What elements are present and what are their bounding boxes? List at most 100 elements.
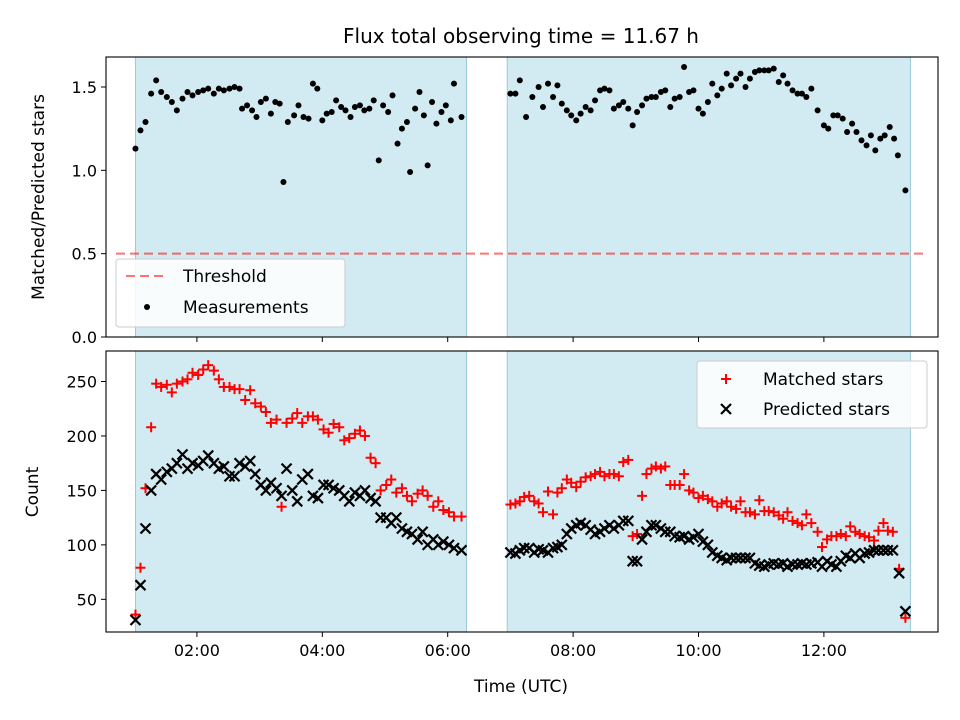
predicted-star-point (161, 466, 173, 478)
measurement-point (447, 117, 454, 124)
measurement-point (545, 80, 552, 87)
measurement-point (814, 107, 821, 114)
measurement-point (718, 85, 725, 92)
matched-star-point (538, 507, 549, 518)
matched-star-point (250, 398, 261, 409)
measurement-point (236, 85, 243, 92)
matched-star-point (354, 425, 365, 436)
x-tick-label: 10:00 (675, 641, 721, 660)
measurement-point (629, 122, 636, 129)
measurement-point (389, 92, 396, 99)
predicted-star-point (893, 567, 905, 579)
matched-star-point (882, 525, 893, 536)
legend-predicted-label: Predicted stars (763, 400, 890, 420)
measurement-point (458, 114, 465, 120)
measurement-point (200, 87, 207, 94)
measurement-point (834, 112, 841, 119)
observing-interval-shade (506, 56, 911, 338)
predicted-star-point (155, 473, 167, 486)
measurement-point (723, 70, 730, 77)
count-x-ticks: 02:00 04:00 06:00 08:00 10:00 12:00 (174, 632, 847, 660)
measurement-point (257, 99, 264, 105)
predicted-star-point (249, 468, 261, 480)
predicted-star-point (626, 555, 639, 567)
measurement-point (794, 90, 801, 97)
predicted-star-point (687, 531, 700, 544)
predicted-star-point (622, 515, 635, 527)
measurement-point (210, 90, 217, 97)
predicted-star-point (877, 544, 890, 557)
measurement-point (163, 94, 170, 100)
matched-star-point (702, 494, 713, 505)
measurement-point (902, 187, 909, 194)
matched-star-point (721, 496, 732, 507)
measurement-point (323, 110, 330, 117)
predicted-star-point (233, 457, 246, 469)
measurement-point (625, 105, 632, 112)
matched-star-point (623, 454, 634, 465)
matched-star-point (443, 507, 454, 518)
measurement-point (205, 85, 212, 92)
matched-star-point (556, 483, 567, 494)
matched-star-point (688, 487, 699, 498)
predicted-star-point (286, 484, 298, 497)
measurement-point (554, 82, 561, 89)
measurement-point (132, 145, 139, 152)
matched-star-point (260, 406, 271, 417)
measurement-point (615, 102, 622, 109)
matched-star-point (859, 531, 870, 542)
measurement-point (652, 94, 659, 100)
predicted-star-point (134, 579, 147, 591)
matched-star-point (359, 430, 370, 441)
matched-star-point (646, 463, 657, 474)
matched-star-point (417, 485, 428, 496)
matched-star-point (396, 483, 407, 494)
matched-star-point (151, 378, 162, 389)
measurement-point (756, 67, 763, 74)
measurement-point (867, 132, 874, 139)
matched-star-point (782, 507, 793, 518)
matched-star-point (878, 518, 889, 529)
measurement-point (385, 109, 392, 115)
measurement-point (319, 117, 326, 124)
matched-star-point (726, 501, 737, 512)
matched-star-point (840, 531, 851, 542)
measurement-point (195, 89, 202, 95)
matched-star-point (510, 498, 521, 509)
measurement-point (610, 105, 617, 112)
matched-star-point (193, 369, 204, 380)
measurement-point (742, 84, 749, 90)
matched-star-point (401, 490, 412, 501)
legend-x-marker (720, 403, 732, 415)
matched-star-point (566, 477, 577, 488)
measurement-point (394, 140, 401, 147)
matched-star-point (524, 490, 535, 501)
measurement-point (450, 80, 457, 87)
predicted-star-point (176, 448, 189, 461)
predicted-star-point (734, 552, 747, 564)
measurement-point (577, 110, 584, 117)
matched-star-point (255, 401, 266, 412)
matched-star-point (203, 360, 214, 371)
measurement-point (681, 64, 688, 70)
predicted-star-point (432, 539, 445, 551)
matched-star-point (344, 433, 355, 444)
matched-star-point (801, 509, 812, 520)
predicted-star-point (364, 492, 377, 504)
matched-star-point (166, 387, 177, 398)
measurement-point (784, 80, 791, 87)
count-markers (129, 360, 912, 626)
matched-star-point (618, 457, 629, 468)
matched-star-point (754, 495, 765, 506)
predicted-star-point (899, 605, 912, 618)
matched-star-point (422, 490, 433, 501)
y-tick-label: 50 (77, 590, 97, 609)
measurement-point (375, 157, 382, 164)
measurement-point (858, 137, 865, 144)
predicted-star-point (650, 519, 662, 532)
measurement-point (215, 85, 222, 92)
matched-star-point (731, 503, 742, 514)
predicted-star-point (390, 511, 403, 524)
measurement-point (853, 129, 860, 135)
predicted-star-point (369, 495, 382, 508)
